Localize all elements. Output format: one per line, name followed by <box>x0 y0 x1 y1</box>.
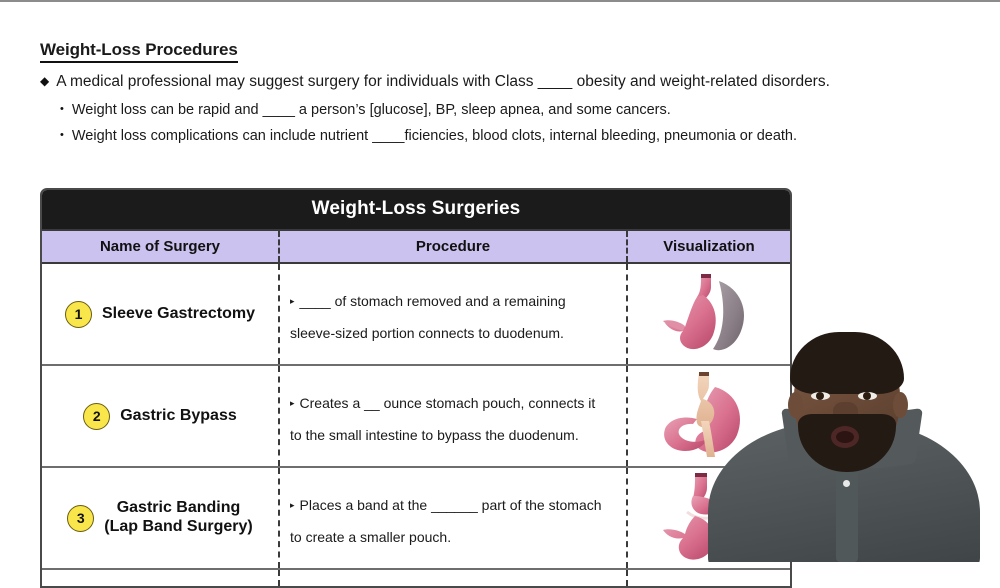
surgery-name-label: Sleeve Gastrectomy <box>102 304 255 322</box>
presenter-ear-right <box>893 392 908 418</box>
triangle-bullet-icon: ▸ <box>290 397 295 408</box>
procedure-line: sleeve-sized portion connects to duodenu… <box>290 324 612 341</box>
cell-surgery-name: 2 Gastric Bypass <box>42 366 278 466</box>
presenter-pupil-left <box>816 392 824 400</box>
cell-visualization <box>628 264 790 364</box>
cell-procedure: ▸ Creates a __ ounce stomach pouch, conn… <box>278 366 628 466</box>
weight-loss-surgeries-table: Weight-Loss Surgeries Name of Surgery Pr… <box>40 188 792 588</box>
presenter-mouth-opening <box>836 431 854 443</box>
bullet-item-3-text: Weight loss complications can include nu… <box>71 128 798 144</box>
procedure-line: to create a smaller pouch. <box>290 528 612 545</box>
presenter-shirt-button <box>843 480 850 487</box>
surgery-name-label: Gastric Bypass <box>120 406 237 424</box>
gastric-bypass-stomach-diagram <box>664 372 741 457</box>
sleeve-gastrectomy-stomach-diagram <box>663 274 745 351</box>
procedure-line: ▸ ____ of stomach removed and a remainin… <box>290 294 612 309</box>
procedure-line-text: to the small intestine to bypass the duo… <box>290 426 579 443</box>
table-title: Weight-Loss Surgeries <box>42 190 790 229</box>
surgery-name-line-2: (Lap Band Surgery) <box>104 518 253 535</box>
procedure-line: ▸ Places a band at the ______ part of th… <box>290 498 612 513</box>
cell-surgery-name: 3 Gastric Banding (Lap Band Surgery) <box>42 468 278 568</box>
bullet-item-2: • Weight loss can be rapid and ____ a pe… <box>40 101 970 118</box>
column-header-name-of-surgery: Name of Surgery <box>99 238 221 255</box>
procedure-line-text: Places a band at the ______ part of the … <box>299 496 602 513</box>
presenter-pupil-right <box>863 392 871 400</box>
presenter-video-overlay <box>690 330 1000 562</box>
cell-procedure: ▸ Places a band at the ______ part of th… <box>278 468 628 568</box>
triangle-bullet-icon: ▸ <box>290 295 295 306</box>
cell-procedure: ▸ ____ of stomach removed and a remainin… <box>278 264 628 364</box>
procedure-line-text: Creates a __ ounce stomach pouch, connec… <box>299 394 596 411</box>
bullet-item-1: ◆ A medical professional may suggest sur… <box>40 74 970 90</box>
presenter-ear-left <box>788 392 803 418</box>
diamond-bullet-icon: ◆ <box>40 74 50 88</box>
procedure-line: to the small intestine to bypass the duo… <box>290 426 612 443</box>
cell-procedure <box>278 570 628 586</box>
procedure-line-text: sleeve-sized portion connects to duodenu… <box>290 324 564 341</box>
column-header-procedure: Procedure <box>278 231 628 262</box>
bullet-item-3: • Weight loss complications can include … <box>40 129 970 144</box>
page-title: Weight-Loss Procedures <box>40 40 238 63</box>
bullet-item-1-text: A medical professional may suggest surge… <box>56 73 830 90</box>
row-number-badge: 1 <box>65 300 92 328</box>
cell-visualization <box>628 570 790 586</box>
bullet-item-2-text: Weight loss can be rapid and ____ a pers… <box>71 101 671 118</box>
cell-surgery-name <box>42 570 278 586</box>
dot-bullet-icon: • <box>60 129 64 141</box>
dot-bullet-icon: • <box>60 102 64 115</box>
row-number-badge: 2 <box>83 402 111 430</box>
surgery-name-label: Gastric Banding (Lap Band Surgery) <box>104 499 252 537</box>
procedure-line-text: ____ of stomach removed and a remaining <box>299 292 566 309</box>
surgery-name-line-1: Gastric Banding <box>116 499 241 517</box>
table-row: 3 Gastric Banding (Lap Band Surgery) ▸ P… <box>42 468 790 570</box>
procedure-line: ▸ Creates a __ ounce stomach pouch, conn… <box>290 396 612 411</box>
bullet-list: ◆ A medical professional may suggest sur… <box>40 74 970 156</box>
table-row: 2 Gastric Bypass ▸ Creates a __ ounce st… <box>42 366 790 468</box>
table-column-header-row: Name of Surgery Procedure Visualization <box>42 229 790 264</box>
column-header-visualization: Visualization <box>663 238 755 255</box>
row-number-badge: 3 <box>67 504 95 532</box>
table-row <box>42 570 790 586</box>
triangle-bullet-icon: ▸ <box>290 499 295 510</box>
table-row: 1 Sleeve Gastrectomy ▸ ____ of stomach r… <box>42 264 790 366</box>
cell-visualization <box>628 366 790 466</box>
procedure-line-text: to create a smaller pouch. <box>290 528 452 545</box>
cell-surgery-name: 1 Sleeve Gastrectomy <box>42 264 278 364</box>
